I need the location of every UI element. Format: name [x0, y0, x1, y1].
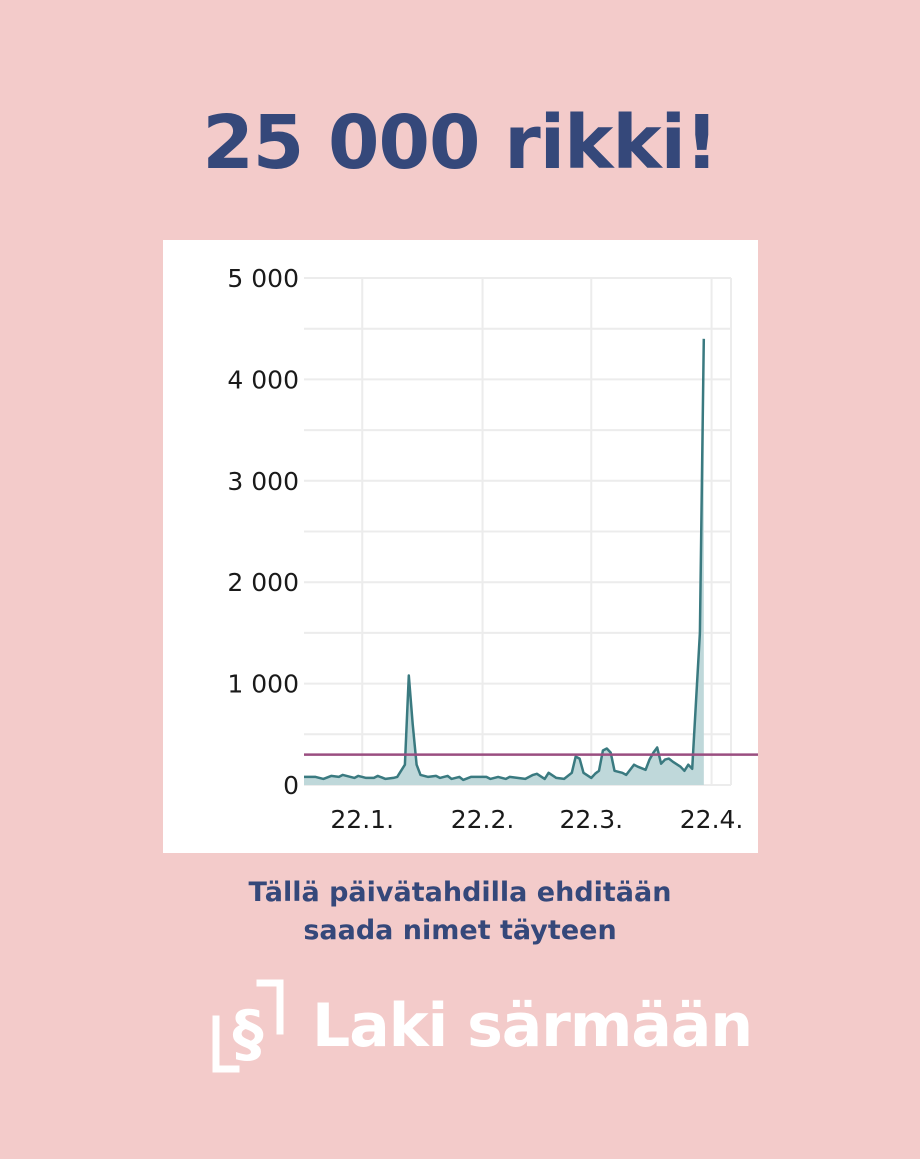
- x-tick-label: 22.4.: [680, 805, 744, 834]
- y-tick-label: 2 000: [227, 568, 299, 597]
- y-tick-label: 1 000: [227, 670, 299, 699]
- y-tick-label: 0: [283, 771, 299, 800]
- caption: Tällä päivätahdilla ehditään saada nimet…: [0, 874, 920, 950]
- brand-logo: § Laki särmään: [210, 975, 753, 1077]
- x-tick-label: 22.1.: [330, 805, 394, 834]
- series-area: [304, 338, 704, 785]
- x-tick-label: 22.3.: [559, 805, 623, 834]
- headline: 25 000 rikki!: [202, 100, 718, 186]
- y-tick-label: 3 000: [227, 467, 299, 496]
- caption-line-2: saada nimet täyteen: [303, 915, 617, 946]
- x-tick-label: 22.2.: [451, 805, 515, 834]
- y-tick-label: 5 000: [227, 264, 299, 293]
- section-sign-glyph: §: [233, 997, 264, 1070]
- brand-name: Laki särmään: [312, 991, 753, 1061]
- caption-line-1: Tällä päivätahdilla ehditään: [248, 877, 672, 908]
- series-line: [304, 338, 706, 782]
- y-tick-label: 4 000: [227, 365, 299, 394]
- chart-svg: 5 000 4 000 3 000 2 000 1 000 0 22.1. 22.2. 22.3…: [227, 264, 758, 834]
- section-sign-logo-icon: §: [212, 979, 284, 1073]
- chart-card: 5 000 4 000 3 000 2 000 1 000 0 22.1. 22.2. 22.3…: [163, 240, 758, 853]
